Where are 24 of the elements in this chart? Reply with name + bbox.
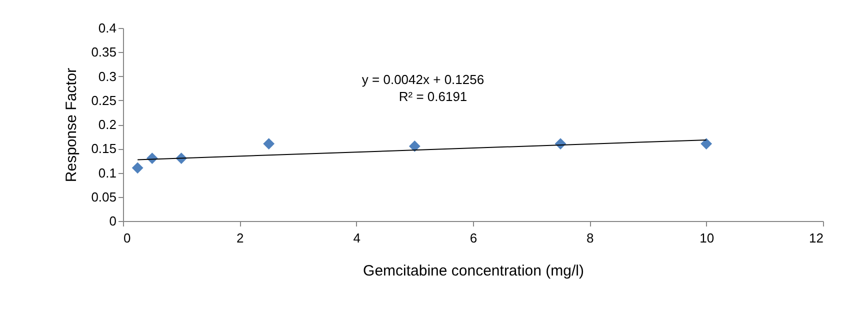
point <box>700 138 712 150</box>
y-tick-label: 0.35 <box>91 44 116 60</box>
x-tick-label: 12 <box>809 230 824 246</box>
x-tick-label: 4 <box>353 230 360 246</box>
point <box>408 140 420 152</box>
point <box>263 138 275 150</box>
x-tick-label: 10 <box>700 230 714 246</box>
x-tick-label: 2 <box>236 230 244 246</box>
y-tick-label: 0.15 <box>91 141 116 156</box>
y-tick-label: 0.05 <box>91 189 116 204</box>
y-tick-label: 0.3 <box>98 68 116 84</box>
x-tick-label: 8 <box>586 230 594 246</box>
y-tick-label: 0 <box>109 214 116 228</box>
y-tick-label: 0.2 <box>98 117 116 132</box>
x-tick-label: 6 <box>470 230 478 246</box>
x-axis-title: Gemcitabine concentration (mg/l) <box>363 262 584 280</box>
y-tick-label: 0.4 <box>98 20 116 36</box>
y-tick-label: 0.1 <box>98 165 116 180</box>
annotation: y = 0.0042x + 0.1256 <box>362 72 484 87</box>
annotation: R² = 0.6191 <box>398 89 468 104</box>
y-axis-title: Response Factor <box>63 68 80 182</box>
point <box>132 162 144 174</box>
y-tick-label: 0.25 <box>91 92 116 108</box>
x-tick-label: 0 <box>124 230 131 246</box>
